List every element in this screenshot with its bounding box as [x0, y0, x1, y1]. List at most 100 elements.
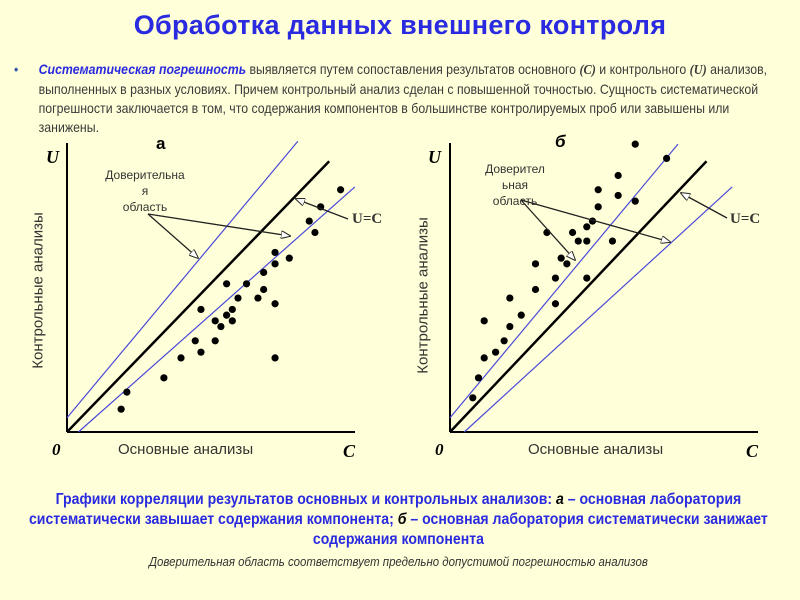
- chart-a-data-point: [305, 217, 313, 225]
- chart-a-data-point: [177, 354, 185, 362]
- chart-b-data-point: [614, 171, 622, 180]
- chart-a-x-end-label: C: [343, 441, 356, 461]
- chart-b-data-point: [517, 311, 525, 319]
- chart-b-data-point: [631, 140, 639, 148]
- chart-a-line-lower-confidence: [78, 186, 356, 433]
- intro-paragraph: • Систематическая погрешность выявляется…: [14, 60, 771, 137]
- chart-a-data-point: [228, 317, 236, 325]
- var-u: (U): [689, 63, 707, 78]
- chart-b-y-end-label: U: [428, 147, 441, 167]
- chart-b-data-point: [469, 394, 477, 402]
- chart-b-data-point: [506, 294, 514, 302]
- chart-a-data-point: [311, 228, 319, 237]
- caption-text: – основная лаборатория систематически за…: [312, 511, 768, 548]
- chart-a-confidence-annotation: Доверительна я область: [85, 167, 205, 215]
- annotation-line: я: [141, 184, 149, 198]
- chart-b-data-point: [480, 354, 488, 362]
- chart-b-data-point: [568, 228, 577, 237]
- chart-a-data-point: [234, 294, 242, 302]
- caption-text: – основная лаборатория систематически за…: [28, 491, 742, 528]
- chart-a-data-point: [117, 405, 125, 413]
- chart-b-data-point: [583, 237, 591, 245]
- chart-b-line-u-c: [449, 160, 708, 433]
- chart-a-data-point: [197, 305, 205, 314]
- chart-b-data-point: [551, 274, 560, 282]
- bullet: •: [14, 61, 19, 77]
- chart-a-data-point: [217, 322, 225, 331]
- annotation-line: Доверительна: [105, 168, 185, 182]
- chart-a-line-label: U=C: [352, 211, 383, 227]
- chart-b-line-upper-confidence: [449, 143, 679, 419]
- page-title: Обработка данных внешнего контроля: [133, 10, 667, 40]
- annotation-line: область: [492, 194, 538, 208]
- chart-a-annotation-arrow: [147, 213, 198, 258]
- chart-b-data-point: [583, 274, 591, 282]
- chart-b-data-point: [614, 191, 622, 200]
- chart-a-data-point: [260, 285, 268, 294]
- chart-a-title: а: [156, 134, 166, 153]
- chart-a-origin-label: 0: [52, 440, 61, 459]
- chart-b-data-point: [506, 322, 514, 331]
- chart-b-origin-label: 0: [435, 440, 444, 459]
- annotation-line: ьная: [501, 178, 529, 192]
- chart-a-annotation-arrow: [296, 199, 349, 220]
- figure-caption: Графики корреляции результатов основных …: [20, 490, 777, 550]
- annotation-line: Доверител: [485, 162, 545, 176]
- chart-a-data-point: [211, 317, 219, 325]
- chart-b-data-point: [492, 348, 500, 356]
- chart-b-x-label: Основные анализы: [528, 441, 664, 458]
- chart-a-data-point: [260, 268, 268, 276]
- chart-b-x-end-label: C: [746, 441, 759, 461]
- chart-b-annotation-arrow: [520, 199, 670, 242]
- chart-b-data-point: [531, 260, 540, 268]
- chart-b-data-point: [551, 300, 560, 308]
- chart-b-line-label: U=C: [730, 211, 761, 227]
- chart-a-data-point: [254, 294, 262, 302]
- chart-b-annotation-arrow: [520, 199, 575, 260]
- caption-key-a: а: [555, 491, 564, 508]
- chart-a-data-point: [337, 186, 345, 194]
- chart-a-data-point: [271, 248, 279, 257]
- chart-a-y-end-label: U: [46, 147, 59, 167]
- intro-text: анализов, выполненных в разных условиях.…: [38, 61, 768, 135]
- chart-a-x-label: Основные анализы: [118, 441, 254, 458]
- var-c: (C): [579, 63, 596, 78]
- chart-a-line-upper-confidence: [66, 140, 299, 419]
- chart-b-data-point: [474, 374, 483, 382]
- chart-b-data-point: [663, 154, 671, 162]
- chart-b-data-point: [557, 254, 565, 262]
- chart-b-data-point: [480, 317, 488, 325]
- chart-a-data-point: [271, 260, 279, 268]
- annotation-line: область: [122, 200, 168, 214]
- caption-note: Доверительная область соответствует пред…: [148, 554, 648, 569]
- chart-b-data-point: [563, 260, 571, 268]
- chart-b-data-point: [500, 337, 508, 345]
- chart-b-data-point: [583, 223, 591, 231]
- chart-b-annotation-arrow: [681, 193, 728, 219]
- chart-b-y-label: Контрольные анализы: [414, 217, 432, 374]
- caption-text: Графики корреляции результатов основных …: [55, 491, 556, 508]
- chart-a-data-point: [223, 280, 231, 288]
- caption-key-b: б: [397, 511, 407, 528]
- chart-a-data-point: [242, 280, 251, 288]
- chart-b-data-point: [574, 237, 582, 245]
- chart-b-data-point: [608, 237, 617, 245]
- chart-a-data-point: [211, 337, 219, 345]
- chart-b-line-lower-confidence: [463, 186, 733, 433]
- chart-b-data-point: [531, 285, 540, 294]
- chart-b-data-point: [631, 197, 639, 205]
- chart-b-data-point: [594, 203, 602, 211]
- chart-a-data-point: [223, 311, 231, 319]
- chart-b-title: б: [555, 132, 566, 151]
- chart-a-data-point: [285, 254, 293, 262]
- chart-a-data-point: [197, 348, 205, 356]
- chart-a-data-point: [228, 305, 236, 314]
- chart-a-annotation-arrow: [147, 213, 290, 236]
- chart-a-line-u-c: [66, 160, 331, 433]
- intro-text: выявляется путем сопоставления результат…: [246, 61, 580, 77]
- intro-text: и контрольного: [595, 61, 690, 77]
- chart-a-data-point: [160, 374, 168, 382]
- chart-a-data-point: [271, 354, 279, 362]
- chart-a-data-point: [123, 388, 131, 396]
